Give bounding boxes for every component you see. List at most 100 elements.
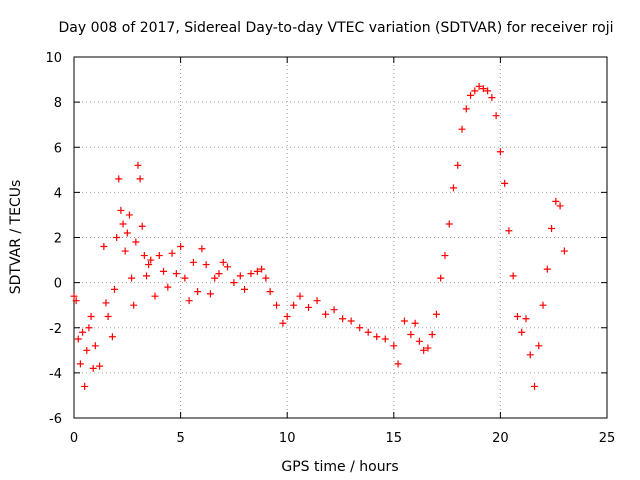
x-axis-label: GPS time / hours [281,459,398,475]
data-point [206,290,214,298]
data-point [432,310,440,318]
x-tick-label: 5 [176,431,184,446]
x-tick-label: 0 [70,431,78,446]
data-point [172,270,180,278]
data-point [113,234,121,241]
series-sdtvar [70,82,568,390]
data-point [407,331,415,339]
data-point [552,197,560,205]
data-point [400,317,408,325]
data-point [96,362,104,370]
x-tick-label: 10 [279,431,296,446]
chart-title: Day 008 of 2017, Sidereal Day-to-day VTE… [58,20,613,36]
data-point [364,328,372,336]
data-point [548,224,556,232]
data-point [102,299,110,307]
data-point [484,87,492,95]
data-point [479,85,487,93]
data-point [121,247,129,255]
data-point [560,247,568,255]
data-point [155,252,163,260]
data-point [283,312,291,320]
data-point [247,270,255,278]
data-point [241,285,249,293]
data-point [415,337,423,345]
data-point [142,272,150,280]
data-point [219,258,227,266]
data-point [258,265,266,273]
data-point [128,274,136,282]
data-point [189,258,197,266]
data-point [445,220,453,228]
data-point [123,229,131,237]
data-point [164,283,172,291]
y-tick-label: 10 [45,51,62,66]
data-point [437,274,445,282]
x-axis-ticks: 0 5 10 15 20 25 [70,57,615,446]
data-point [526,351,534,359]
data-point [140,252,148,260]
data-point [83,346,91,354]
data-point [89,364,97,372]
data-point [108,333,116,341]
data-point [296,292,304,300]
data-point [462,105,470,113]
x-tick-label: 15 [386,431,403,446]
data-point [130,301,138,309]
data-point [72,297,80,305]
data-point [394,360,402,368]
y-tick-label: 4 [54,186,62,201]
data-point [381,335,389,343]
data-point [74,335,82,343]
data-point [539,301,547,309]
data-point [138,222,146,230]
x-tick-label: 20 [492,431,509,446]
data-point [236,272,244,280]
data-point [424,344,432,352]
data-point [531,382,539,390]
data-point [488,94,496,102]
data-point [535,342,543,350]
data-point [151,292,159,300]
data-point [134,161,142,169]
data-point [224,263,232,271]
data-point [253,267,261,275]
data-point [87,312,95,320]
data-marks [70,82,568,390]
data-point [181,274,189,282]
data-point [496,148,504,156]
data-point [522,315,530,323]
data-point [492,112,500,120]
data-point [475,82,483,90]
data-point [81,382,89,390]
y-axis-ticks: -6 -4 -2 0 2 4 6 8 10 [45,51,607,427]
data-point [305,303,313,311]
data-point [330,306,338,314]
data-point [91,342,99,350]
data-point [518,328,526,336]
data-point [390,342,398,350]
data-point [115,175,123,183]
data-point [194,288,202,296]
data-point [428,331,436,339]
y-tick-label: 8 [54,96,62,111]
data-point [373,333,381,341]
data-point [454,161,462,169]
y-axis-label: SDTVAR / TECUs [8,180,24,295]
data-point [556,202,564,210]
data-point [215,270,223,278]
data-point [458,125,466,133]
data-point [160,267,168,275]
data-point [147,256,155,264]
data-point [230,279,238,287]
x-tick-label: 25 [599,431,616,446]
data-point [262,274,270,282]
data-point [279,319,287,327]
data-point [132,238,140,246]
data-point [273,301,281,309]
data-point [177,243,185,251]
data-point [543,265,551,273]
data-point [347,317,355,325]
data-point [313,297,321,305]
